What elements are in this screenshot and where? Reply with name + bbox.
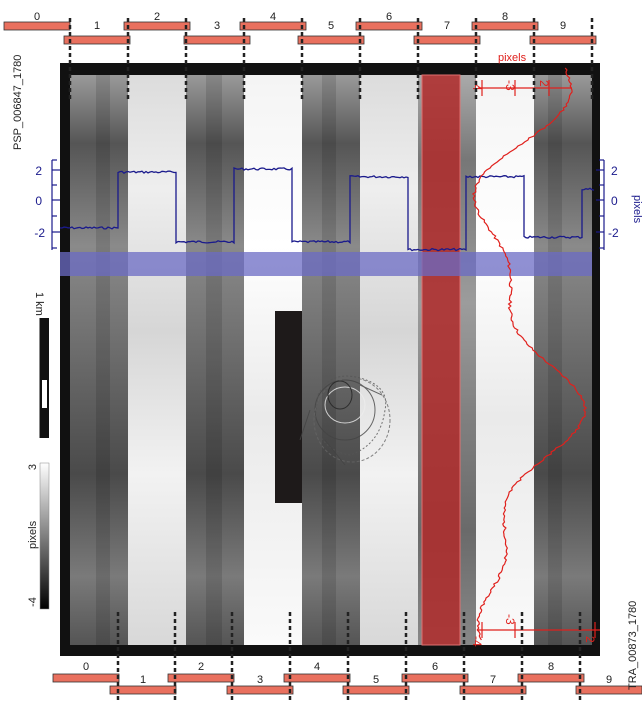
bottom-ccd-bar-8 [517, 673, 585, 683]
bottom-ccd-bar-1 [109, 685, 177, 695]
scale-bar [39, 318, 49, 438]
bottom-ccd-label-6: 6 [432, 661, 438, 673]
red-band-outline [421, 74, 461, 646]
bottom-ccd-label-3: 3 [257, 674, 263, 686]
colorbar-max: 3 [27, 464, 39, 470]
top-ccd-row: 0 1 2 3 4 5 6 7 8 9 [3, 11, 597, 45]
top-ccd-label-6: 6 [386, 11, 392, 23]
top-ccd-label-8: 8 [502, 11, 508, 23]
image-stripe-shade [322, 75, 336, 645]
bottom-ccd-row: 0 1 2 3 4 5 6 7 8 9 [52, 661, 642, 695]
left-profile-axis [51, 159, 60, 250]
top-ccd-label-3: 3 [214, 20, 220, 32]
top-ccd-label-7: 7 [444, 20, 450, 32]
top-ccd-label-9: 9 [560, 20, 566, 32]
image-stripes [70, 75, 592, 645]
right-tick-0: 0 [611, 194, 618, 208]
bottom-ccd-label-8: 8 [548, 661, 554, 673]
top-ccd-bar-2 [123, 21, 191, 31]
bottom-ccd-bar-2 [167, 673, 235, 683]
bottom-ccd-bar-4 [283, 673, 351, 683]
right-axis-unit: pixels [631, 195, 642, 224]
top-image-id: PSP_006847_1780 [12, 55, 24, 150]
image-stripe [302, 75, 360, 645]
colorbar-min: -4 [27, 597, 39, 607]
crater-feature [299, 375, 391, 466]
top-ccd-label-0: 0 [34, 11, 40, 23]
bottom-ccd-bar-9 [575, 685, 642, 695]
bottom-ccd-label-0: 0 [83, 661, 89, 673]
top-ccd-bar-4 [239, 21, 307, 31]
top-ccd-bar-0 [3, 21, 71, 31]
right-tick-2: 2 [611, 164, 618, 178]
bottom-ccd-boundaries [116, 612, 582, 700]
image-stripe-shade [548, 75, 562, 645]
dark-block [275, 311, 302, 503]
bottom-ccd-label-1: 1 [140, 674, 146, 686]
top-ccd-bar-3 [183, 35, 251, 45]
top-ccd-label-4: 4 [270, 11, 276, 23]
red-top-tick-b: -3 [503, 80, 517, 91]
bottom-ccd-label-4: 4 [314, 661, 320, 673]
right-profile-axis [596, 159, 605, 250]
top-ccd-bar-1 [63, 35, 131, 45]
colorbar [39, 462, 50, 610]
red-bottom-tick-a: -4 [470, 636, 484, 647]
colorbar-label: pixels [27, 520, 39, 549]
right-tick-minus2: -2 [608, 226, 619, 240]
top-ccd-label-1: 1 [94, 20, 100, 32]
top-ccd-bar-7 [413, 35, 481, 45]
image-stripe [534, 75, 592, 645]
red-top-tick-c: 2 [537, 80, 551, 87]
red-axis-unit: pixels [498, 52, 527, 64]
image-stripe [128, 75, 186, 645]
red-band [422, 75, 460, 645]
top-ccd-bar-9 [529, 35, 597, 45]
red-bottom-tick-b: -3 [503, 614, 517, 625]
bottom-ccd-label-9: 9 [606, 674, 612, 686]
blue-band [60, 252, 592, 276]
top-ccd-bar-8 [471, 21, 539, 31]
blue-profile-line [59, 166, 595, 252]
image-stripe-shade [96, 75, 110, 645]
bottom-ccd-bar-3 [226, 685, 294, 695]
top-ccd-bar-6 [355, 21, 423, 31]
red-profile-line [471, 67, 588, 641]
bottom-ccd-bar-6 [401, 673, 469, 683]
bottom-image-id: TRA_00873_1780 [627, 601, 639, 690]
bottom-ccd-bar-0 [52, 673, 120, 683]
red-axis-top [478, 80, 572, 96]
top-ccd-bar-5 [297, 35, 365, 45]
bottom-ccd-bar-7 [459, 685, 527, 695]
bottom-ccd-label-2: 2 [198, 661, 204, 673]
bottom-ccd-bar-5 [342, 685, 410, 695]
red-top-tick-a: -4 [470, 80, 484, 91]
bottom-ccd-label-7: 7 [490, 674, 496, 686]
image-stripe [70, 75, 128, 645]
image-stripe [476, 75, 534, 645]
top-ccd-label-5: 5 [328, 20, 334, 32]
left-tick-2: 2 [35, 164, 42, 178]
left-tick-0: 0 [35, 194, 42, 208]
scale-bar-label: 1 km [33, 292, 45, 316]
bottom-ccd-label-5: 5 [373, 674, 379, 686]
red-bottom-tick-c: 2 [583, 636, 597, 643]
image-stripe [360, 75, 418, 645]
image-stripe-shade [206, 75, 222, 645]
top-ccd-label-2: 2 [154, 11, 160, 23]
left-tick-minus2: -2 [34, 226, 45, 240]
